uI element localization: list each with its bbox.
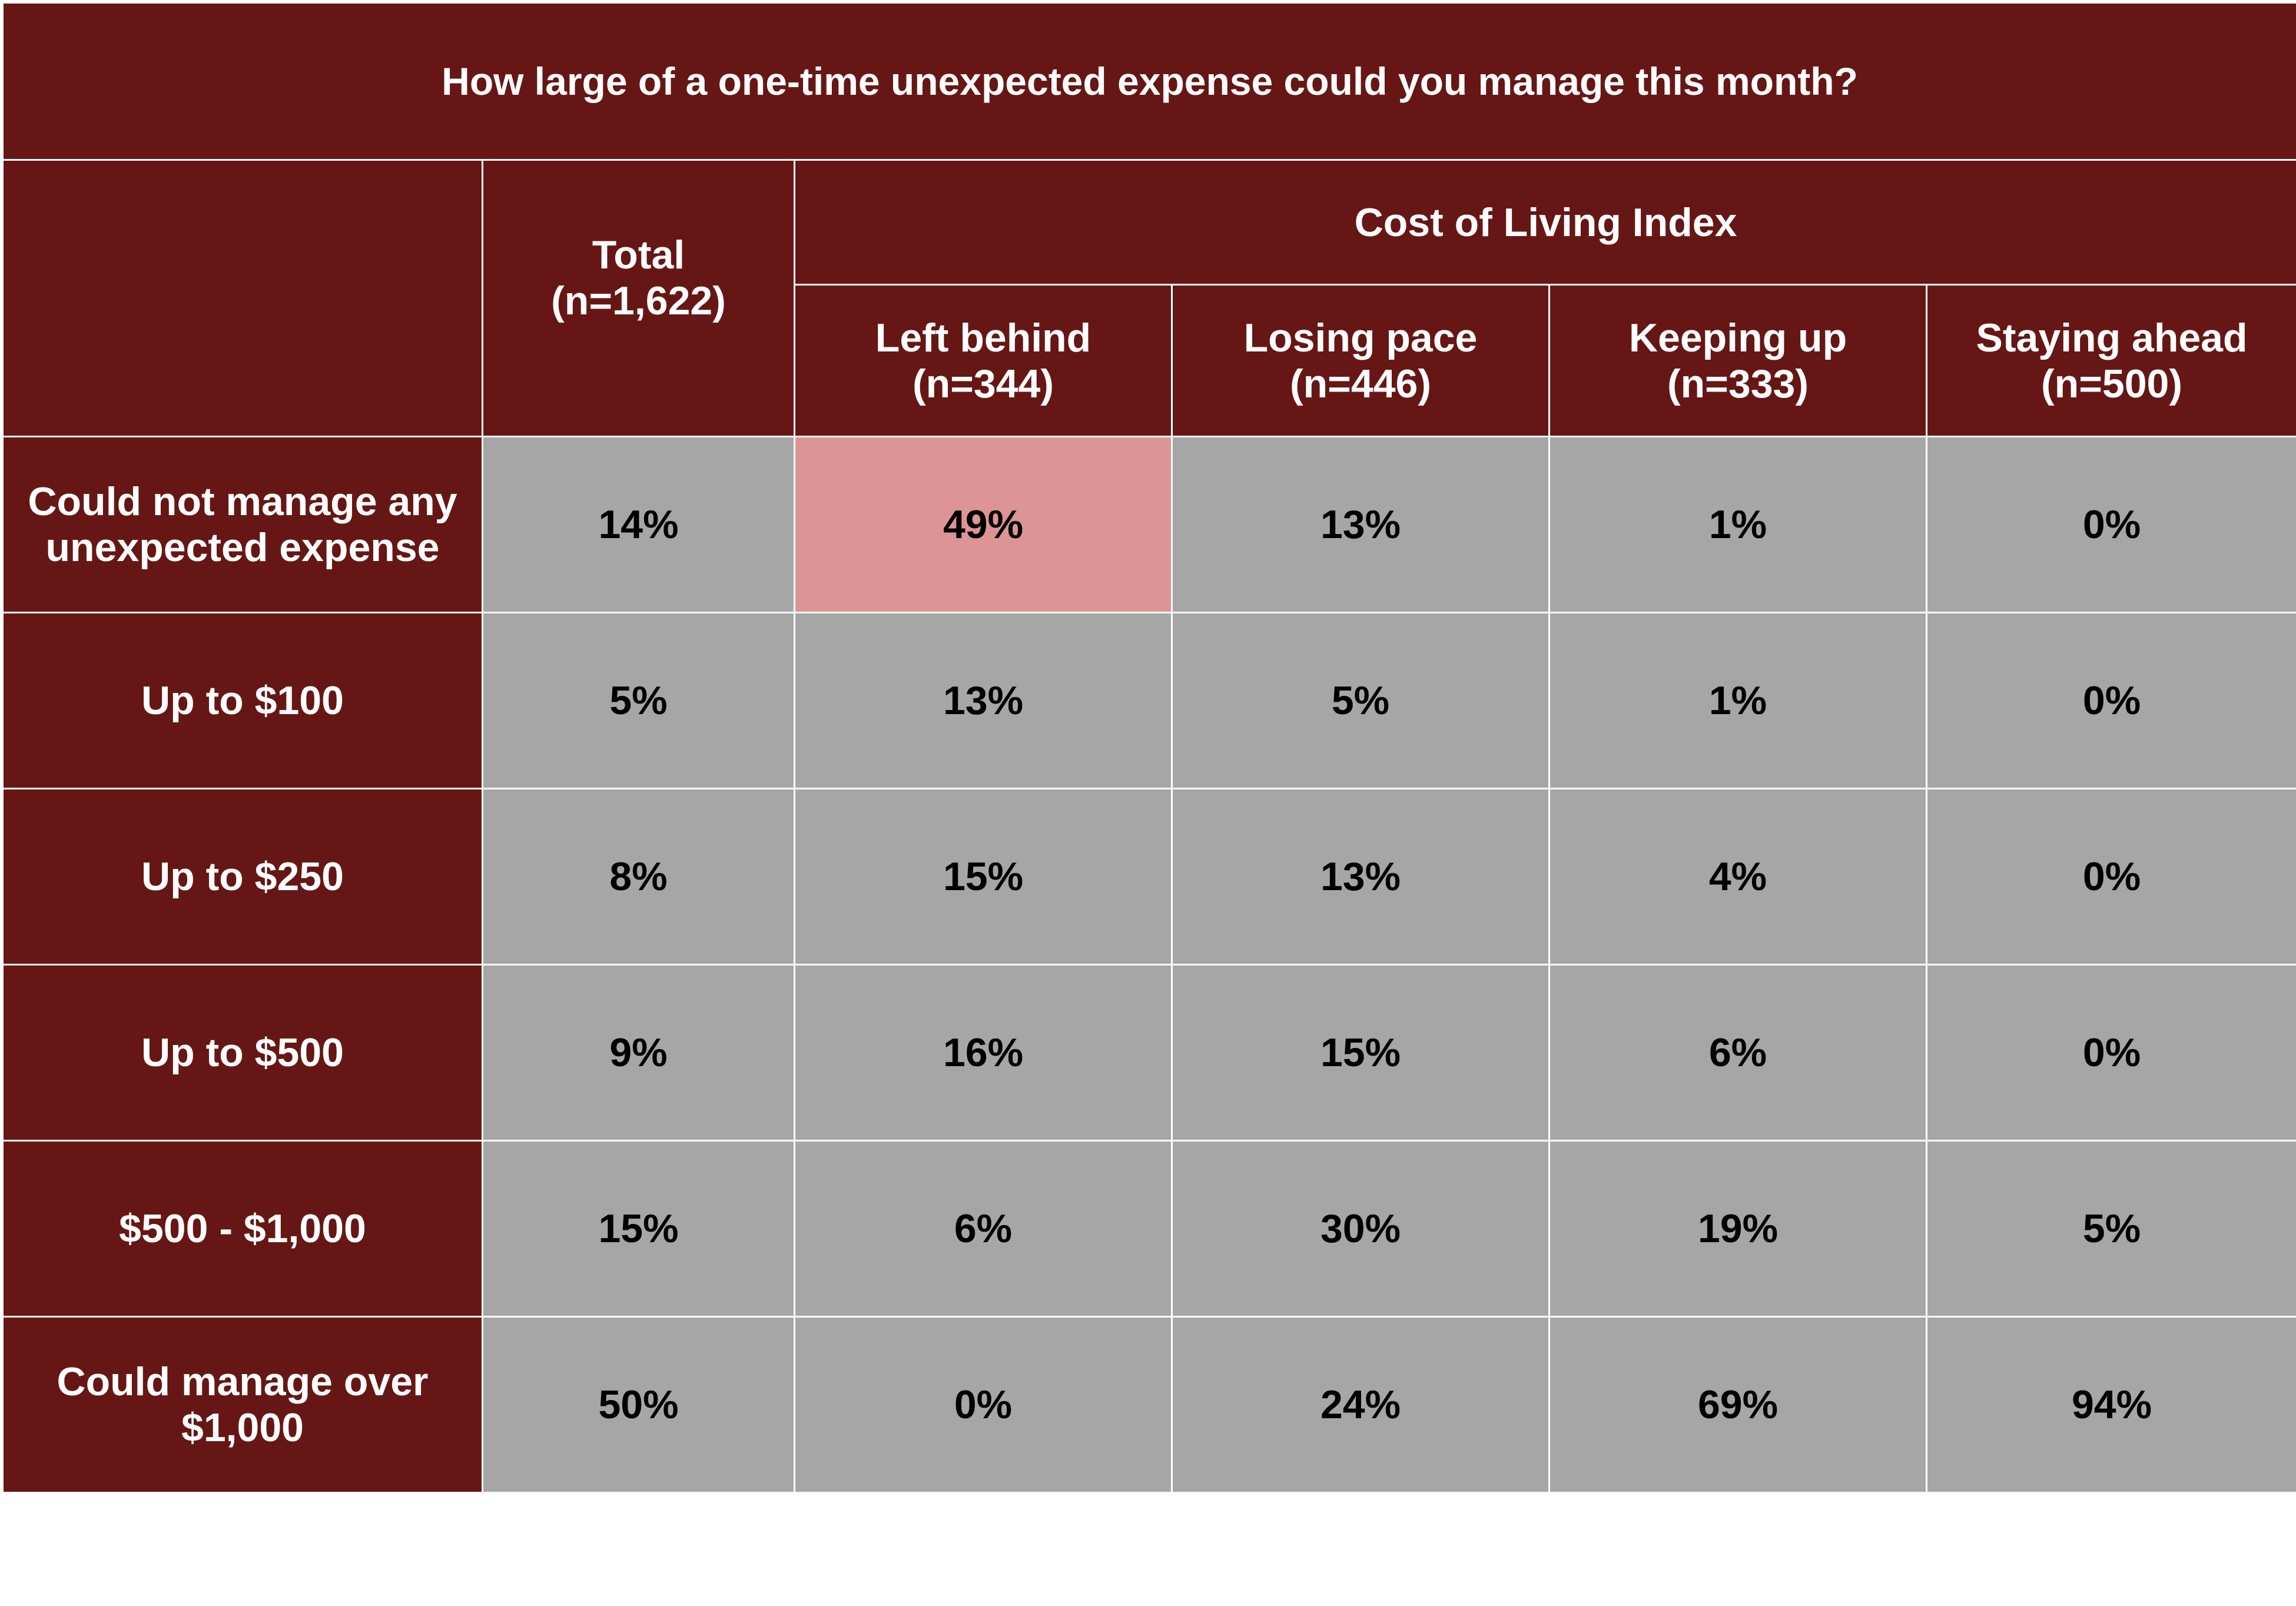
table-title: How large of a one-time unexpected expen… — [1, 2, 2296, 161]
total-value-cell: 5% — [482, 612, 795, 789]
column-header-losing-pace: Losing pace (n=446) — [1171, 284, 1550, 437]
cost-of-living-table: How large of a one-time unexpected expen… — [1, 2, 2296, 1494]
value-cell-keeping-up: 19% — [1548, 1140, 1927, 1318]
value-cell-losing-pace: 24% — [1171, 1316, 1550, 1494]
column-n: (n=333) — [1667, 361, 1809, 406]
value-cell-staying-ahead: 94% — [1925, 1316, 2296, 1494]
value-cell-staying-ahead: 0% — [1925, 964, 2296, 1142]
table-row: $500 - $1,000 15% 6% 30% 19% 5% — [2, 1140, 2296, 1318]
value-cell-left-behind: 0% — [794, 1316, 1173, 1494]
total-value-cell: 15% — [482, 1140, 795, 1318]
row-label-line: Up to $250 — [141, 854, 344, 899]
total-column-header: Total (n=1,622) — [482, 159, 795, 437]
value-cell-keeping-up: 1% — [1548, 612, 1927, 789]
table-row: Up to $250 8% 15% 13% 4% 0% — [2, 788, 2296, 965]
column-label: Staying ahead — [1976, 315, 2248, 360]
value-cell-keeping-up: 6% — [1548, 964, 1927, 1142]
table-row: Could manage over $1,000 50% 0% 24% 69% 94% — [2, 1316, 2296, 1494]
total-value-cell: 14% — [482, 436, 795, 613]
total-value-cell: 50% — [482, 1316, 795, 1494]
row-label: Could manage over $1,000 — [2, 1316, 483, 1494]
table-body: Could not manage any unexpected expense 14… — [2, 436, 2296, 1494]
sub-header-row: Left behind (n=344) Losing pace (n=446) Keep… — [3, 284, 2296, 437]
row-label: Could not manage any unexpected expense — [2, 436, 483, 613]
column-header-left-behind: Left behind (n=344) — [794, 284, 1173, 437]
column-label: Left behind — [875, 315, 1091, 360]
column-header-keeping-up: Keeping up (n=333) — [1548, 284, 1927, 437]
row-label: Up to $100 — [2, 612, 483, 789]
corner-cell — [2, 159, 483, 437]
column-n: (n=344) — [913, 361, 1054, 406]
value-cell-staying-ahead: 0% — [1925, 788, 2296, 965]
value-cell-losing-pace: 15% — [1171, 964, 1550, 1142]
table-row: Up to $100 5% 13% 5% 1% 0% — [2, 612, 2296, 789]
column-header-staying-ahead: Staying ahead (n=500) — [1925, 284, 2296, 437]
column-n: (n=446) — [1290, 361, 1431, 406]
row-label-line: unexpected expense — [45, 525, 440, 570]
value-cell-losing-pace: 5% — [1171, 612, 1550, 789]
total-column-label: Total — [592, 232, 685, 277]
table-row: Could not manage any unexpected expense 14… — [2, 436, 2296, 613]
total-column-n: (n=1,622) — [551, 278, 726, 323]
row-label-line: $1,000 — [181, 1405, 304, 1450]
row-label-line: Could manage over — [57, 1359, 429, 1404]
value-cell-keeping-up: 69% — [1548, 1316, 1927, 1494]
column-label: Keeping up — [1628, 315, 1847, 360]
value-cell-staying-ahead: 0% — [1925, 612, 2296, 789]
table-row: Up to $500 9% 16% 15% 6% 0% — [2, 964, 2296, 1142]
value-cell-left-behind: 15% — [794, 788, 1173, 965]
value-cell-left-behind: 49% — [794, 436, 1173, 613]
column-label: Losing pace — [1243, 315, 1478, 360]
value-cell-keeping-up: 1% — [1548, 436, 1927, 613]
title-row: How large of a one-time unexpected expen… — [1, 2, 2296, 161]
row-label: $500 - $1,000 — [2, 1140, 483, 1318]
row-label-line: Up to $500 — [141, 1030, 344, 1075]
row-label-line: Could not manage any — [28, 479, 457, 524]
total-value-cell: 8% — [482, 788, 795, 965]
group-header-row: Total (n=1,622) Cost of Living Index — [2, 159, 2296, 437]
value-cell-keeping-up: 4% — [1548, 788, 1927, 965]
column-n: (n=500) — [2041, 361, 2183, 406]
row-label-line: Up to $100 — [141, 678, 344, 723]
value-cell-left-behind: 16% — [794, 964, 1173, 1142]
cost-of-living-index-header: Cost of Living Index — [793, 159, 2296, 286]
total-value-cell: 9% — [482, 964, 795, 1142]
value-cell-losing-pace: 30% — [1171, 1140, 1550, 1318]
value-cell-losing-pace: 13% — [1171, 788, 1550, 965]
row-label: Up to $250 — [2, 788, 483, 965]
value-cell-losing-pace: 13% — [1171, 436, 1550, 613]
row-label-line: $500 - $1,000 — [119, 1206, 366, 1251]
value-cell-left-behind: 6% — [794, 1140, 1173, 1318]
value-cell-staying-ahead: 5% — [1925, 1140, 2296, 1318]
value-cell-staying-ahead: 0% — [1925, 436, 2296, 613]
row-label: Up to $500 — [2, 964, 483, 1142]
value-cell-left-behind: 13% — [794, 612, 1173, 789]
